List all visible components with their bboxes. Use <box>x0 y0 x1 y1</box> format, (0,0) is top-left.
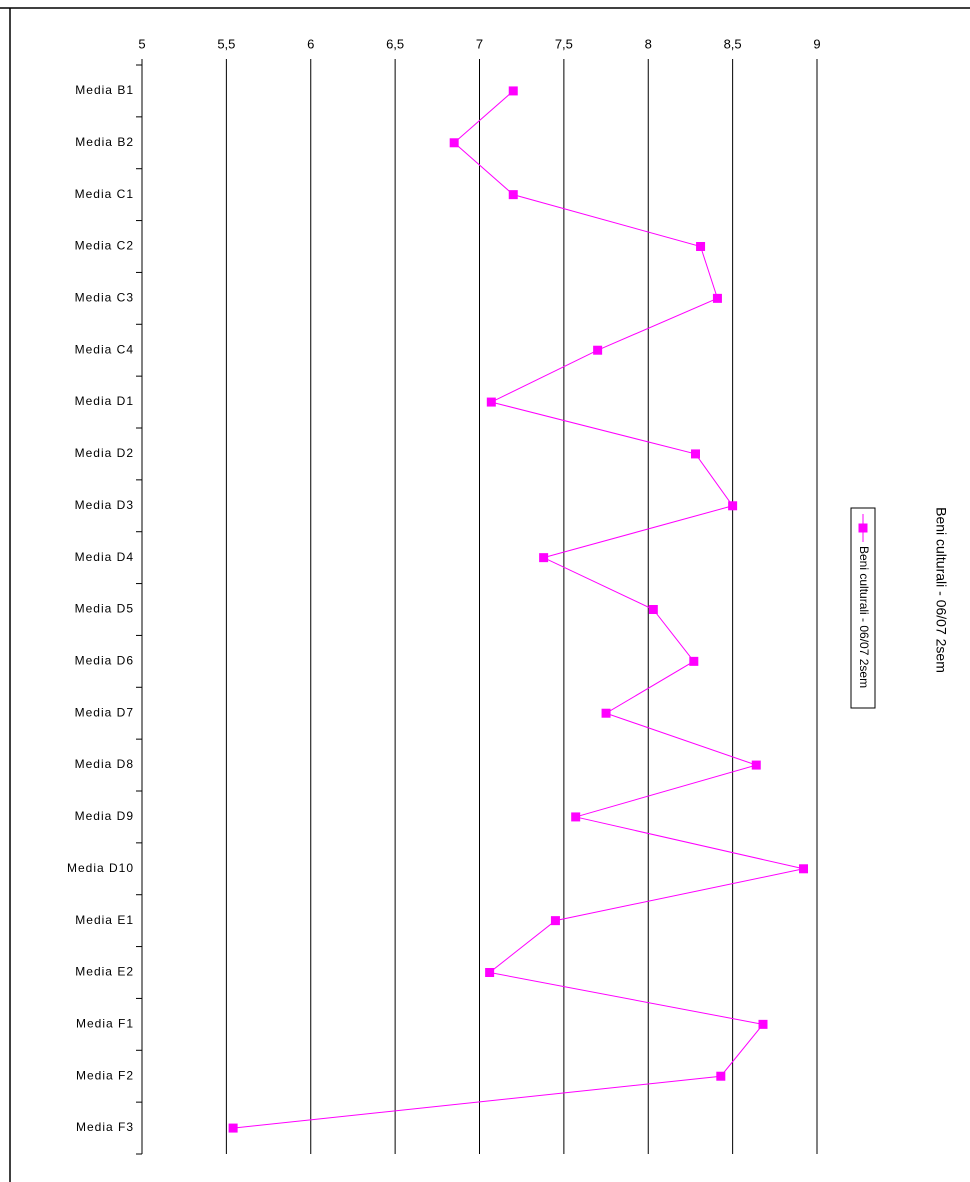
x-tick-label: 9 <box>813 36 820 51</box>
y-tick-label: Media D4 <box>75 550 134 564</box>
y-tick-label: Media C1 <box>75 187 134 201</box>
point-marker <box>758 1019 768 1029</box>
point-marker <box>449 138 459 148</box>
y-tick-label: Media D3 <box>75 498 134 512</box>
y-tick-label: Media F1 <box>76 1017 134 1031</box>
x-tick-label: 6 <box>307 36 314 51</box>
point-marker <box>593 345 603 355</box>
x-tick-label: 8,5 <box>724 36 742 51</box>
y-tick-label: Media E2 <box>75 965 134 979</box>
legend-marker <box>858 523 868 533</box>
y-tick-label: Media F2 <box>76 1068 134 1082</box>
point-marker <box>508 190 518 200</box>
point-marker <box>601 708 611 718</box>
x-tick-label: 8 <box>645 36 652 51</box>
y-tick-label: Media D5 <box>75 602 134 616</box>
y-tick-label: Media C3 <box>75 291 134 305</box>
point-marker <box>751 760 761 770</box>
point-marker <box>691 449 700 459</box>
x-tick-label: 5 <box>138 36 145 51</box>
point-marker <box>696 242 706 251</box>
y-tick-label: Media D6 <box>75 654 134 668</box>
x-tick-label: 7,5 <box>555 36 573 51</box>
point-marker <box>486 397 496 407</box>
point-marker <box>728 501 738 511</box>
x-tick-label: 7 <box>476 36 483 51</box>
point-marker <box>228 1123 238 1133</box>
point-marker <box>712 293 722 303</box>
y-tick-label: Media D7 <box>75 705 134 719</box>
point-marker <box>539 553 549 563</box>
point-marker <box>508 86 518 96</box>
y-tick-label: Media D2 <box>75 446 134 460</box>
point-marker <box>550 916 560 926</box>
y-tick-label: Media D8 <box>75 757 134 771</box>
x-tick-label: 6,5 <box>386 36 404 51</box>
legend-label: Beni culturali - 06/07 2sem <box>857 546 871 688</box>
point-marker <box>799 864 808 874</box>
legend-box <box>850 507 876 709</box>
point-marker <box>485 968 495 977</box>
series-line <box>233 90 804 1129</box>
y-tick-label: Media D1 <box>75 394 134 408</box>
y-tick-label: Media B2 <box>75 135 134 149</box>
y-tick-label: Media F3 <box>76 1120 134 1134</box>
point-marker <box>716 1071 726 1081</box>
y-tick-label: Media D10 <box>67 861 134 875</box>
y-tick-label: Media E1 <box>75 913 134 927</box>
point-marker <box>689 656 699 666</box>
point-marker <box>571 812 581 822</box>
y-tick-label: Media B1 <box>75 83 134 97</box>
point-marker <box>648 605 658 614</box>
y-tick-label: Media C4 <box>75 342 134 356</box>
y-tick-label: Media C2 <box>75 239 134 253</box>
chart-title: Beni culturali - 06/07 2sem <box>933 507 949 673</box>
y-tick-label: Media D9 <box>75 809 134 823</box>
x-tick-label: 5,5 <box>217 36 235 51</box>
